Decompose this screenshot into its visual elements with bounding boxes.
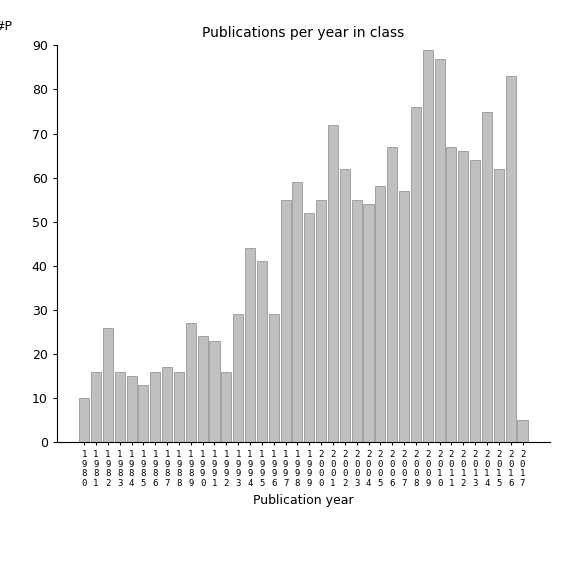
Bar	[458, 151, 468, 442]
Bar	[198, 336, 208, 442]
Bar	[293, 182, 302, 442]
Bar	[269, 314, 279, 442]
Bar	[316, 200, 326, 442]
Bar	[352, 200, 362, 442]
Bar	[363, 204, 374, 442]
Bar	[482, 112, 492, 442]
X-axis label: Publication year: Publication year	[253, 493, 354, 506]
Bar	[506, 76, 516, 442]
Bar	[434, 58, 445, 442]
Bar	[518, 420, 527, 442]
Bar	[281, 200, 291, 442]
Bar	[328, 125, 338, 442]
Bar	[221, 372, 231, 442]
Bar	[245, 248, 255, 442]
Bar	[126, 376, 137, 442]
Bar	[138, 385, 149, 442]
Bar	[115, 372, 125, 442]
Bar	[79, 398, 89, 442]
Bar	[387, 147, 397, 442]
Bar	[411, 107, 421, 442]
Bar	[446, 147, 456, 442]
Bar	[186, 323, 196, 442]
Bar	[150, 372, 160, 442]
Bar	[162, 367, 172, 442]
Bar	[91, 372, 101, 442]
Bar	[470, 160, 480, 442]
Bar	[494, 169, 504, 442]
Bar	[399, 191, 409, 442]
Text: #P: #P	[0, 20, 12, 33]
Bar	[340, 169, 350, 442]
Bar	[174, 372, 184, 442]
Bar	[233, 314, 243, 442]
Bar	[375, 187, 386, 442]
Bar	[304, 213, 314, 442]
Bar	[209, 341, 219, 442]
Bar	[423, 50, 433, 442]
Bar	[257, 261, 267, 442]
Title: Publications per year in class: Publications per year in class	[202, 26, 404, 40]
Bar	[103, 328, 113, 442]
